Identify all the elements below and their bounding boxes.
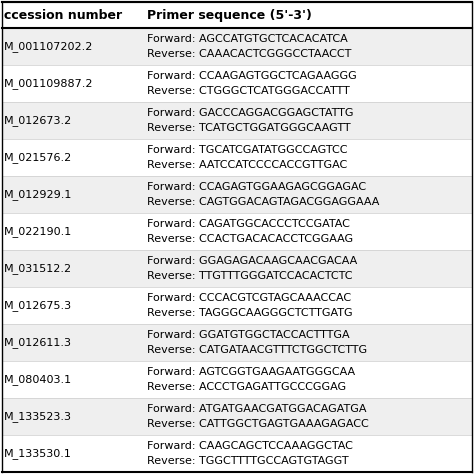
Text: Forward: AGTCGGTGAAGAATGGGCAA: Forward: AGTCGGTGAAGAATGGGCAA xyxy=(146,367,355,377)
Text: M_133523.3: M_133523.3 xyxy=(4,411,72,422)
Bar xyxy=(2,435,472,472)
Text: Forward: GACCCAGGACGGAGCTATTG: Forward: GACCCAGGACGGAGCTATTG xyxy=(146,108,353,118)
Text: Reverse: TTGTTTGGGATCCACACTCTC: Reverse: TTGTTTGGGATCCACACTCTC xyxy=(146,271,352,281)
Bar xyxy=(2,213,472,250)
Text: Reverse: CAAACACTCGGGCCTAACCT: Reverse: CAAACACTCGGGCCTAACCT xyxy=(146,49,351,59)
Bar xyxy=(2,324,472,361)
Text: Forward: CCAGAGTGGAAGAGCGGAGAC: Forward: CCAGAGTGGAAGAGCGGAGAC xyxy=(146,182,366,191)
Bar xyxy=(2,2,472,28)
Bar xyxy=(2,65,472,102)
Bar xyxy=(2,139,472,176)
Text: Forward: CAAGCAGCTCCAAAGGCTAC: Forward: CAAGCAGCTCCAAAGGCTAC xyxy=(146,441,353,451)
Text: Reverse: TAGGGCAAGGGCTCTTGATG: Reverse: TAGGGCAAGGGCTCTTGATG xyxy=(146,308,352,318)
Text: Forward: CAGATGGCACCCTCCGATAC: Forward: CAGATGGCACCCTCCGATAC xyxy=(146,219,349,229)
Text: M_012929.1: M_012929.1 xyxy=(4,189,73,200)
Bar xyxy=(2,176,472,213)
Text: M_022190.1: M_022190.1 xyxy=(4,226,72,237)
Text: Reverse: CAGTGGACAGTAGACGGAGGAAA: Reverse: CAGTGGACAGTAGACGGAGGAAA xyxy=(146,197,379,207)
Text: M_012675.3: M_012675.3 xyxy=(4,300,72,311)
Text: M_012673.2: M_012673.2 xyxy=(4,115,72,126)
Text: Reverse: AATCCATCCCCACCGTTGAC: Reverse: AATCCATCCCCACCGTTGAC xyxy=(146,160,347,170)
Text: Forward: CCCACGTCGTAGCAAACCAC: Forward: CCCACGTCGTAGCAAACCAC xyxy=(146,293,351,303)
Text: Reverse: TCATGCTGGATGGGCAAGTT: Reverse: TCATGCTGGATGGGCAAGTT xyxy=(146,123,350,133)
Text: M_133530.1: M_133530.1 xyxy=(4,448,72,459)
Text: Reverse: CTGGGCTCATGGGACCATTT: Reverse: CTGGGCTCATGGGACCATTT xyxy=(146,86,349,96)
Text: Forward: GGATGTGGCTACCACTTTGA: Forward: GGATGTGGCTACCACTTTGA xyxy=(146,330,349,340)
Text: Forward: CCAAGAGTGGCTCAGAAGGG: Forward: CCAAGAGTGGCTCAGAAGGG xyxy=(146,71,356,81)
Text: Forward: GGAGAGACAAGCAACGACAA: Forward: GGAGAGACAAGCAACGACAA xyxy=(146,256,357,266)
Text: Reverse: TGGCTTTTGCCAGTGTAGGT: Reverse: TGGCTTTTGCCAGTGTAGGT xyxy=(146,456,348,466)
Bar xyxy=(2,28,472,65)
Text: Forward: TGCATCGATATGGCCAGTCC: Forward: TGCATCGATATGGCCAGTCC xyxy=(146,145,347,155)
Bar xyxy=(2,398,472,435)
Text: Forward: ATGATGAACGATGGACAGATGA: Forward: ATGATGAACGATGGACAGATGA xyxy=(146,404,366,414)
Text: Forward: AGCCATGTGCTCACACATCA: Forward: AGCCATGTGCTCACACATCA xyxy=(146,34,347,44)
Text: M_031512.2: M_031512.2 xyxy=(4,263,72,274)
Text: M_080403.1: M_080403.1 xyxy=(4,374,72,385)
Text: M_021576.2: M_021576.2 xyxy=(4,152,72,163)
Text: Reverse: CATTGGCTGAGTGAAAGAGACC: Reverse: CATTGGCTGAGTGAAAGAGACC xyxy=(146,419,368,429)
Bar xyxy=(2,102,472,139)
Text: M_001107202.2: M_001107202.2 xyxy=(4,41,93,52)
Bar xyxy=(2,287,472,324)
Text: M_001109887.2: M_001109887.2 xyxy=(4,78,93,89)
Bar xyxy=(2,361,472,398)
Text: ccession number: ccession number xyxy=(4,9,122,21)
Text: Reverse: CATGATAACGTTTCTGGCTCTTG: Reverse: CATGATAACGTTTCTGGCTCTTG xyxy=(146,345,367,356)
Text: Reverse: ACCCTGAGATTGCCCGGAG: Reverse: ACCCTGAGATTGCCCGGAG xyxy=(146,382,346,392)
Text: Reverse: CCACTGACACACCTCGGAAG: Reverse: CCACTGACACACCTCGGAAG xyxy=(146,234,353,244)
Bar xyxy=(2,250,472,287)
Text: Primer sequence (5'-3'): Primer sequence (5'-3') xyxy=(146,9,311,21)
Text: M_012611.3: M_012611.3 xyxy=(4,337,72,348)
